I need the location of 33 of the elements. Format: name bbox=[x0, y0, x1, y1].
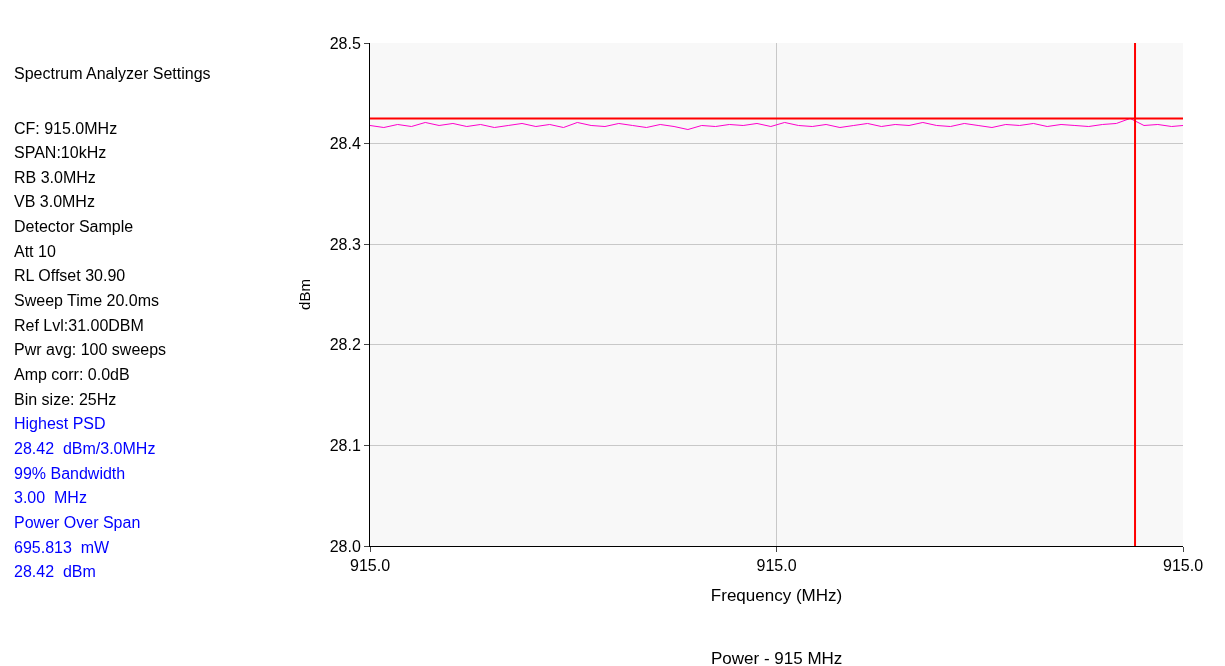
text: Spectrum Analyzer Settings bbox=[14, 65, 211, 82]
text: RL Offset 30.90 bbox=[14, 267, 126, 284]
text: RB 3.0MHz bbox=[14, 169, 96, 186]
y-tick-label: 28.5 bbox=[329, 34, 361, 52]
y-tick-label: 28.3 bbox=[329, 235, 361, 253]
text: Power - 915 MHz bbox=[711, 649, 843, 666]
x-axis-title: Frequency (MHz) bbox=[710, 585, 843, 605]
y-axis-title: dBm bbox=[295, 279, 313, 310]
text: Amp corr: 0.0dB bbox=[14, 366, 130, 383]
text: 28.42 dBm/3.0MHz bbox=[14, 440, 156, 457]
text: 28.42 dBm bbox=[14, 563, 96, 580]
text: Detector Sample bbox=[14, 218, 134, 235]
y-tick-label: 28.4 bbox=[329, 135, 361, 153]
text: Bin size: 25Hz bbox=[14, 391, 117, 408]
text: Power Over Span bbox=[14, 514, 141, 531]
text: VB 3.0MHz bbox=[14, 193, 95, 210]
y-tick-label: 28.0 bbox=[329, 537, 361, 555]
text: Highest PSD bbox=[14, 415, 106, 432]
y-tick-label: 28.2 bbox=[329, 336, 361, 354]
text: Ref Lvl:31.00DBM bbox=[14, 317, 144, 334]
x-tick-label: 915.0 bbox=[1162, 557, 1204, 575]
text: Pwr avg: 100 sweeps bbox=[14, 341, 167, 358]
line-series bbox=[370, 117, 1183, 131]
text: 99% Bandwidth bbox=[14, 465, 126, 482]
text: Att 10 bbox=[14, 243, 56, 260]
text: 695.813 mW bbox=[14, 539, 111, 556]
y-tick-label: 28.1 bbox=[329, 437, 361, 454]
text: SPAN:10kHz bbox=[14, 144, 107, 161]
text: 3.00 MHz bbox=[14, 489, 87, 506]
text: CF: 915.0MHz bbox=[14, 120, 118, 137]
x-tick-label: 915.0 bbox=[349, 557, 391, 575]
text: Sweep Time 20.0ms bbox=[14, 292, 159, 309]
x-tick-label: 915.0 bbox=[756, 557, 797, 575]
